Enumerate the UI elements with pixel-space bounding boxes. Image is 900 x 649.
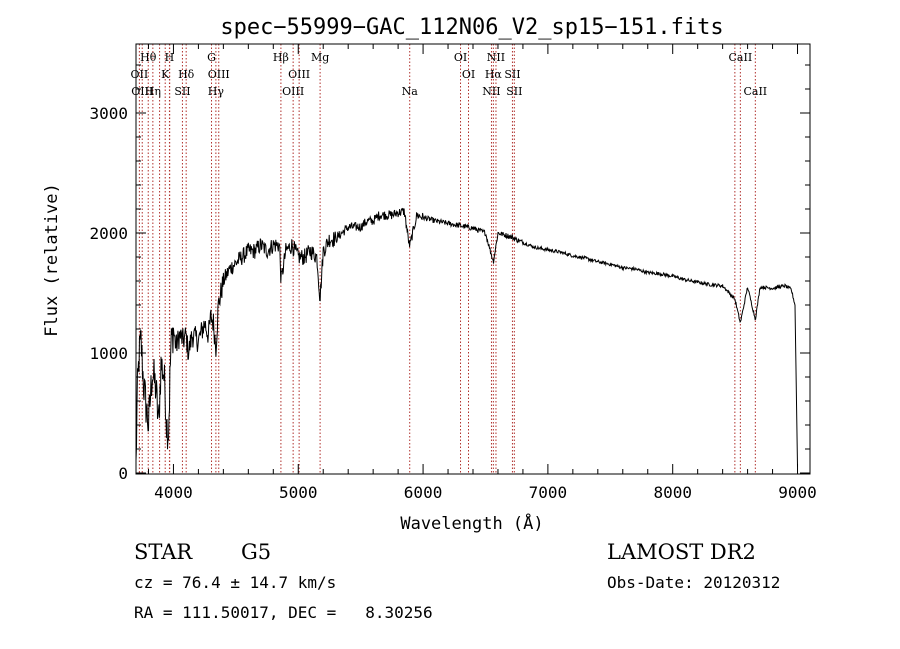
x-tick-label: 6000 <box>404 483 443 502</box>
marker-label: G <box>207 51 216 64</box>
marker-label: OIII <box>288 68 310 81</box>
marker-label: Na <box>402 85 419 98</box>
marker-label: SII <box>174 85 190 98</box>
object-class: STAR <box>134 540 193 564</box>
y-tick-label: 0 <box>118 464 128 483</box>
spectrum-line <box>135 207 798 468</box>
x-tick-label: 9000 <box>778 483 817 502</box>
marker-label: Hγ <box>208 85 225 98</box>
marker-label: OIII <box>131 85 153 98</box>
marker-label: NII <box>482 85 500 98</box>
coordinates: RA = 111.50017, DEC = 8.30256 <box>134 603 433 622</box>
obs-date: Obs-Date: 20120312 <box>607 573 781 592</box>
marker-label: OI <box>462 68 475 81</box>
marker-label: SII <box>506 85 522 98</box>
x-tick-label: 4000 <box>154 483 193 502</box>
y-tick-label: 2000 <box>89 224 128 243</box>
marker-label: OIII <box>282 85 304 98</box>
marker-label: Hδ <box>178 68 195 81</box>
marker-label: CaII <box>743 85 767 98</box>
x-tick-label: 7000 <box>529 483 568 502</box>
marker-label: Hβ <box>273 51 289 64</box>
marker-label: Hα <box>485 68 503 81</box>
chart-title: spec−55999−GAC_112N06_V2_sp15−151.fits <box>220 15 723 40</box>
survey-name: LAMOST DR2 <box>607 540 756 564</box>
marker-label: K <box>161 68 170 81</box>
y-tick-label: 1000 <box>89 344 128 363</box>
spectrum-plot <box>135 207 798 468</box>
marker-label: OI <box>454 51 467 64</box>
plot-frame <box>135 43 811 475</box>
marker-label: Mg <box>311 51 329 64</box>
x-axis-label: Wavelength (Å) <box>400 512 543 534</box>
marker-label: OII <box>131 68 149 81</box>
spectral-line-markers <box>138 44 756 474</box>
x-tick-label: 8000 <box>653 483 692 502</box>
marker-label: Hη <box>145 85 161 98</box>
marker-label: SII <box>504 68 520 81</box>
marker-label: CaII <box>729 51 753 64</box>
y-tick-label: 3000 <box>89 104 128 123</box>
x-tick-label: 5000 <box>279 483 318 502</box>
marker-label: Hθ <box>140 51 157 64</box>
axis-ticks: 4000 5000 6000 7000 8000 9000 0 1000 2000 3000 <box>89 44 817 502</box>
redshift-cz: cz = 76.4 ± 14.7 km/s <box>134 573 337 592</box>
object-subclass: G5 <box>241 540 272 564</box>
marker-label: OIII <box>208 68 230 81</box>
marker-label: NII <box>487 51 505 64</box>
y-axis-label: Flux (relative) <box>42 183 62 337</box>
marker-label: H <box>165 51 175 64</box>
spectrum-chart: spec−55999−GAC_112N06_V2_sp15−151.fits H… <box>42 15 817 534</box>
